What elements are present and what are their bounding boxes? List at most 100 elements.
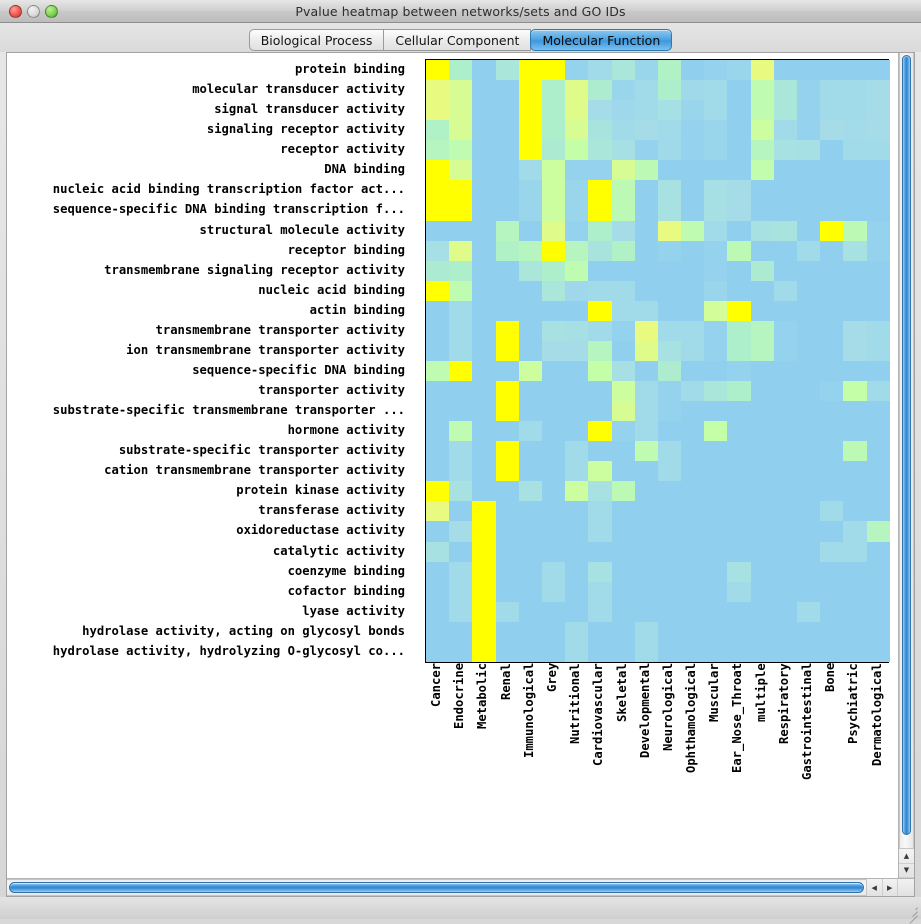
heatmap-cell[interactable] xyxy=(472,581,496,602)
heatmap-cell[interactable] xyxy=(449,641,473,662)
heatmap-cell[interactable] xyxy=(472,541,496,562)
heatmap-cell[interactable] xyxy=(611,280,635,301)
heatmap-cell[interactable] xyxy=(681,401,705,422)
heatmap-cell[interactable] xyxy=(704,80,728,101)
heatmap-cell[interactable] xyxy=(797,401,821,422)
heatmap-cell[interactable] xyxy=(588,441,612,462)
heatmap-cell[interactable] xyxy=(750,501,774,522)
heatmap-cell[interactable] xyxy=(634,60,658,81)
heatmap-cell[interactable] xyxy=(588,300,612,321)
heatmap-cell[interactable] xyxy=(727,541,751,562)
heatmap-cell[interactable] xyxy=(681,60,705,81)
heatmap-cell[interactable] xyxy=(797,80,821,101)
heatmap-cell[interactable] xyxy=(541,160,566,181)
heatmap-cell[interactable] xyxy=(518,541,542,562)
heatmap-cell[interactable] xyxy=(472,160,496,181)
heatmap-cell[interactable] xyxy=(611,320,635,341)
heatmap-cell[interactable] xyxy=(681,461,705,482)
vertical-scroll-thumb[interactable] xyxy=(902,55,911,835)
heatmap-cell[interactable] xyxy=(657,300,682,321)
heatmap-cell[interactable] xyxy=(588,220,612,241)
heatmap-cell[interactable] xyxy=(518,320,542,341)
heatmap-cell[interactable] xyxy=(565,240,589,261)
heatmap-cell[interactable] xyxy=(773,100,797,121)
heatmap-cell[interactable] xyxy=(495,100,519,121)
heatmap-cell[interactable] xyxy=(704,481,728,502)
heatmap-cell[interactable] xyxy=(426,300,450,321)
heatmap-cell[interactable] xyxy=(797,441,821,462)
heatmap-cell[interactable] xyxy=(866,561,890,582)
heatmap-cell[interactable] xyxy=(634,120,658,141)
heatmap-cell[interactable] xyxy=(565,521,589,542)
heatmap-cell[interactable] xyxy=(449,80,473,101)
heatmap-cell[interactable] xyxy=(681,80,705,101)
heatmap-cell[interactable] xyxy=(750,381,774,402)
heatmap-cell[interactable] xyxy=(866,581,890,602)
horizontal-scroll-track[interactable] xyxy=(7,879,866,896)
heatmap-cell[interactable] xyxy=(495,320,519,341)
heatmap-cell[interactable] xyxy=(426,60,450,81)
heatmap-cell[interactable] xyxy=(843,280,867,301)
heatmap-cell[interactable] xyxy=(657,240,682,261)
heatmap-cell[interactable] xyxy=(750,60,774,81)
heatmap-cell[interactable] xyxy=(449,60,473,81)
heatmap-cell[interactable] xyxy=(657,220,682,241)
heatmap-cell[interactable] xyxy=(773,220,797,241)
heatmap-cell[interactable] xyxy=(588,481,612,502)
heatmap-cell[interactable] xyxy=(449,581,473,602)
heatmap-cell[interactable] xyxy=(634,481,658,502)
heatmap-cell[interactable] xyxy=(820,280,844,301)
heatmap-cell[interactable] xyxy=(518,381,542,402)
heatmap-cell[interactable] xyxy=(657,561,682,582)
heatmap-cell[interactable] xyxy=(426,140,450,161)
heatmap-cell[interactable] xyxy=(681,421,705,442)
heatmap-cell[interactable] xyxy=(472,641,496,662)
heatmap-cell[interactable] xyxy=(472,381,496,402)
vertical-scrollbar[interactable]: ▲ ▼ xyxy=(898,53,914,878)
heatmap-cell[interactable] xyxy=(657,481,682,502)
heatmap-cell[interactable] xyxy=(518,180,542,201)
heatmap-cell[interactable] xyxy=(541,621,566,642)
heatmap-cell[interactable] xyxy=(657,421,682,442)
heatmap-cell[interactable] xyxy=(704,501,728,522)
heatmap-cell[interactable] xyxy=(866,320,890,341)
heatmap-cell[interactable] xyxy=(866,280,890,301)
heatmap-cell[interactable] xyxy=(472,120,496,141)
heatmap-cell[interactable] xyxy=(681,240,705,261)
heatmap-cell[interactable] xyxy=(820,100,844,121)
heatmap-cell[interactable] xyxy=(843,641,867,662)
heatmap-cell[interactable] xyxy=(611,340,635,361)
heatmap-cell[interactable] xyxy=(727,60,751,81)
heatmap-cell[interactable] xyxy=(611,481,635,502)
heatmap-cell[interactable] xyxy=(657,120,682,141)
heatmap-cell[interactable] xyxy=(634,140,658,161)
scroll-right-icon[interactable]: ▶ xyxy=(883,879,898,896)
heatmap-cell[interactable] xyxy=(704,340,728,361)
heatmap-cell[interactable] xyxy=(797,240,821,261)
heatmap-cell[interactable] xyxy=(541,260,566,281)
heatmap-cell[interactable] xyxy=(866,521,890,542)
heatmap-cell[interactable] xyxy=(727,521,751,542)
heatmap-cell[interactable] xyxy=(565,340,589,361)
heatmap-cell[interactable] xyxy=(541,300,566,321)
heatmap-cell[interactable] xyxy=(541,140,566,161)
heatmap-cell[interactable] xyxy=(750,541,774,562)
heatmap-cell[interactable] xyxy=(426,80,450,101)
heatmap-cell[interactable] xyxy=(843,100,867,121)
heatmap-cell[interactable] xyxy=(518,280,542,301)
heatmap-cell[interactable] xyxy=(704,320,728,341)
heatmap-cell[interactable] xyxy=(472,80,496,101)
heatmap-cell[interactable] xyxy=(495,220,519,241)
heatmap-cell[interactable] xyxy=(634,100,658,121)
heatmap-cell[interactable] xyxy=(588,180,612,201)
heatmap-cell[interactable] xyxy=(681,160,705,181)
heatmap-cell[interactable] xyxy=(681,381,705,402)
heatmap-cell[interactable] xyxy=(657,260,682,281)
heatmap-cell[interactable] xyxy=(565,561,589,582)
heatmap-cell[interactable] xyxy=(750,160,774,181)
heatmap-cell[interactable] xyxy=(588,60,612,81)
heatmap-cell[interactable] xyxy=(727,100,751,121)
heatmap-cell[interactable] xyxy=(657,320,682,341)
resize-grip-icon[interactable] xyxy=(905,904,919,924)
heatmap-cell[interactable] xyxy=(773,120,797,141)
